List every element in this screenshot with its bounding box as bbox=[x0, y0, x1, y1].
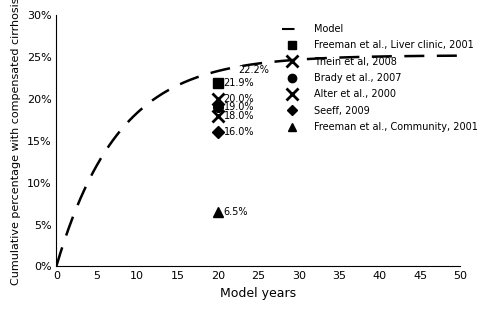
Text: 20.0%: 20.0% bbox=[224, 94, 254, 104]
Text: 22.2%: 22.2% bbox=[238, 65, 269, 76]
Text: 21.9%: 21.9% bbox=[224, 78, 254, 88]
Y-axis label: Cumulative percentage with compensated cirrhosis: Cumulative percentage with compensated c… bbox=[11, 0, 21, 285]
Text: 18.0%: 18.0% bbox=[224, 111, 254, 121]
Text: 6.5%: 6.5% bbox=[224, 207, 248, 217]
Legend: Model, Freeman et al., Liver clinic, 2001, Thein et al, 2008, Brady et al., 2007: Model, Freeman et al., Liver clinic, 200… bbox=[278, 20, 482, 136]
Text: 16.0%: 16.0% bbox=[224, 128, 254, 137]
Text: 19.0%: 19.0% bbox=[224, 102, 254, 112]
X-axis label: Model years: Model years bbox=[220, 287, 296, 300]
